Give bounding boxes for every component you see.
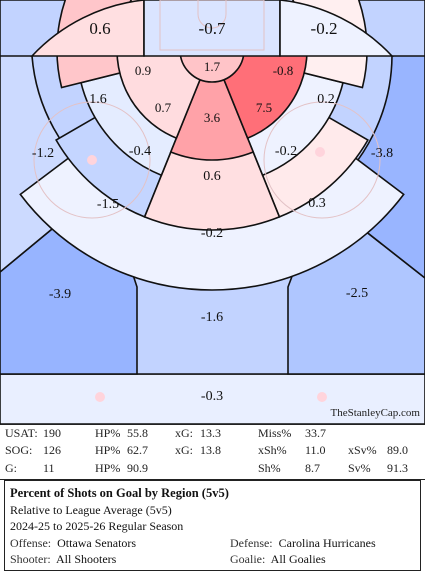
label-top-right: -0.2 (311, 19, 338, 38)
stat-value: 11 (43, 460, 55, 475)
label-slot-left: 0.7 (155, 100, 172, 115)
stat-value: 91.3 (387, 460, 408, 475)
stat-value: 13.3 (200, 426, 221, 440)
stats-row: USAT: 190 HP% 55.8 xG: 13.3 Miss% 33.7 (0, 426, 425, 443)
defense-team: Carolina Hurricanes (278, 535, 376, 550)
stat-label: Sh% (258, 460, 281, 475)
label-point-center: -1.6 (201, 310, 223, 325)
stat-label: HP% (95, 443, 121, 458)
shooter-value: All Shooters (56, 552, 117, 566)
stat-value: 13.8 (200, 443, 221, 458)
shot-region-heatmap: 0.6 -0.7 -0.2 1.7 0.9 -0.8 3.6 0.7 7.5 1.6 0.2 -0.4… (0, 0, 425, 424)
label-inner-right: -0.8 (273, 63, 294, 78)
stat-value: 55.8 (127, 426, 148, 440)
label-low-left: -1.5 (97, 197, 119, 212)
offense-label: Offense: (10, 535, 52, 550)
label-high-slot: 0.6 (203, 169, 221, 184)
region-value-labels: 0.6 -0.7 -0.2 1.7 0.9 -0.8 3.6 0.7 7.5 1.6 0.2 -0.4… (32, 19, 393, 404)
faceoff-dot-left (87, 155, 97, 165)
region-top-right (279, 0, 394, 57)
label-crease: 1.7 (204, 59, 221, 74)
stat-label: USAT: (5, 426, 38, 440)
goal-net (159, 0, 265, 51)
stat-value: 90.9 (127, 460, 148, 475)
stat-label: HP% (95, 426, 121, 440)
label-inner-left: 0.9 (135, 63, 151, 78)
stat-label: xG: (175, 443, 193, 458)
stat-label: HP% (95, 460, 121, 475)
label-blue-line: -0.3 (201, 389, 223, 404)
label-mid-left: -0.4 (129, 144, 151, 159)
offense-team: Ottawa Senators (57, 535, 137, 550)
stat-value: 126 (43, 443, 61, 458)
label-low-right: 0.3 (308, 196, 326, 211)
stat-value: 62.7 (127, 443, 148, 458)
stats-row: G: 11 HP% 90.9 Sh% 8.7 Sv% 91.3 (0, 461, 425, 478)
faceoff-circle-right (263, 101, 381, 219)
stat-label: Sv% (348, 460, 371, 475)
label-point-left: -3.9 (49, 287, 71, 302)
label-point-right: -2.5 (346, 286, 368, 301)
stat-value: 8.7 (305, 460, 320, 475)
stat-label: xSh% (258, 443, 287, 458)
shooter-label: Shooter: (10, 552, 51, 566)
label-mid-right: -0.2 (275, 144, 297, 159)
goal-crease (197, 0, 227, 29)
goalie-value: All Goalies (270, 552, 326, 566)
rink-markings (33, 0, 381, 219)
stat-label: xSv% (348, 443, 377, 458)
neutral-dot-left (95, 392, 105, 402)
goalie-label: Goalie: (230, 552, 266, 566)
stat-label: G: (5, 460, 17, 475)
label-top-left: 0.6 (89, 19, 110, 38)
region-slot-center (169, 47, 255, 161)
info-title: Percent of Shots on Goal by Region (5v5) (10, 486, 229, 500)
defense-label: Defense: (230, 535, 273, 550)
info-panel: Percent of Shots on Goal by Region (5v5)… (4, 480, 421, 571)
label-top-center: -0.7 (199, 19, 226, 38)
stats-table: USAT: 190 HP% 55.8 xG: 13.3 Miss% 33.7 SOG: 126 HP… (0, 424, 425, 480)
faceoff-circle-left (33, 101, 151, 219)
stat-value: 190 (43, 426, 61, 440)
site-credit: TheStanleyCap.com (330, 407, 420, 419)
stat-value: 33.7 (305, 426, 326, 440)
label-outer-left: -1.2 (32, 146, 54, 161)
faceoff-dots (87, 147, 327, 402)
stat-label: Miss% (258, 426, 292, 440)
neutral-dot-right (317, 392, 327, 402)
info-relative: Relative to League Average (5v5) (10, 502, 172, 517)
stat-value: 11.0 (305, 443, 326, 458)
stat-label: xG: (175, 426, 193, 440)
label-circle-left: 1.6 (89, 92, 107, 107)
stat-value: 89.0 (387, 443, 408, 458)
faceoff-dot-right (315, 147, 325, 157)
label-outer-right: -3.8 (371, 146, 393, 161)
label-high-center: -0.2 (201, 226, 223, 241)
label-slot-right: 7.5 (256, 100, 272, 115)
info-seasons: 2024-25 to 2025-26 Regular Season (10, 519, 184, 533)
label-circle-right: 0.2 (317, 92, 335, 107)
stats-row: SOG: 126 HP% 62.7 xG: 13.8 xSh% 11.0 xSv% 89.0 (0, 443, 425, 460)
stat-label: SOG: (5, 443, 33, 458)
label-slot-center: 3.6 (204, 110, 221, 125)
heatmap-regions (0, 0, 425, 424)
